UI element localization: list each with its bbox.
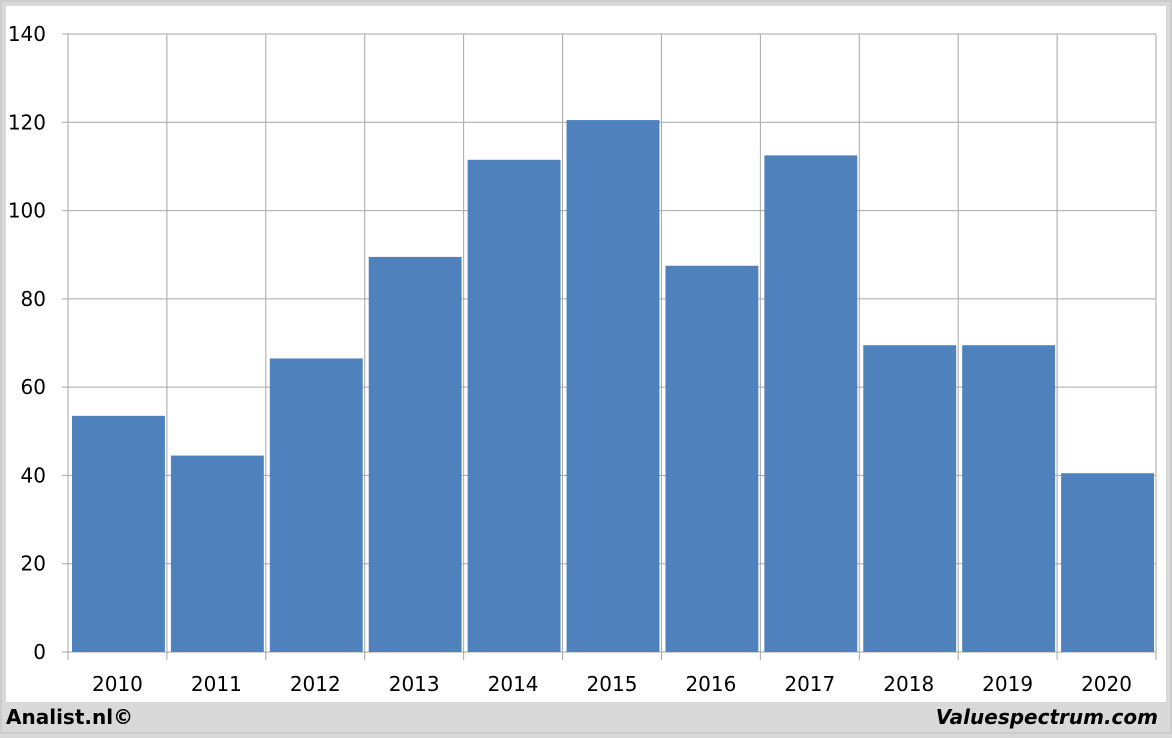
x-tick-label: 2017	[784, 672, 835, 696]
x-tick-label: 2014	[488, 672, 539, 696]
y-tick-label: 140	[8, 22, 46, 46]
bar	[1061, 473, 1154, 652]
bar	[863, 345, 957, 652]
footer-left: Analist.nl©	[6, 705, 133, 729]
x-tick-label: 2019	[982, 672, 1033, 696]
bar	[665, 265, 759, 652]
y-tick-label: 20	[21, 552, 46, 576]
bar	[269, 358, 363, 652]
x-tick-label: 2011	[191, 672, 242, 696]
bar	[72, 415, 165, 652]
y-tick-label: 80	[21, 287, 46, 311]
x-tick-label: 2010	[92, 672, 143, 696]
x-tick-label: 2012	[290, 672, 341, 696]
x-tick-label: 2016	[685, 672, 736, 696]
x-tick-label: 2013	[389, 672, 440, 696]
x-tick-label: 2015	[587, 672, 638, 696]
bar	[962, 345, 1056, 652]
bar	[467, 159, 561, 653]
x-tick-label: 2020	[1081, 672, 1132, 696]
y-tick-label: 100	[8, 199, 46, 223]
y-tick-label: 120	[8, 110, 46, 134]
bar	[566, 120, 660, 653]
y-tick-label: 0	[33, 640, 46, 664]
x-tick-label: 2018	[883, 672, 934, 696]
bar	[368, 256, 462, 652]
y-tick-label: 40	[21, 463, 46, 487]
bar	[764, 155, 858, 652]
footer-right: Valuespectrum.com	[936, 705, 1158, 729]
bar	[170, 455, 264, 652]
y-tick-label: 60	[21, 375, 46, 399]
